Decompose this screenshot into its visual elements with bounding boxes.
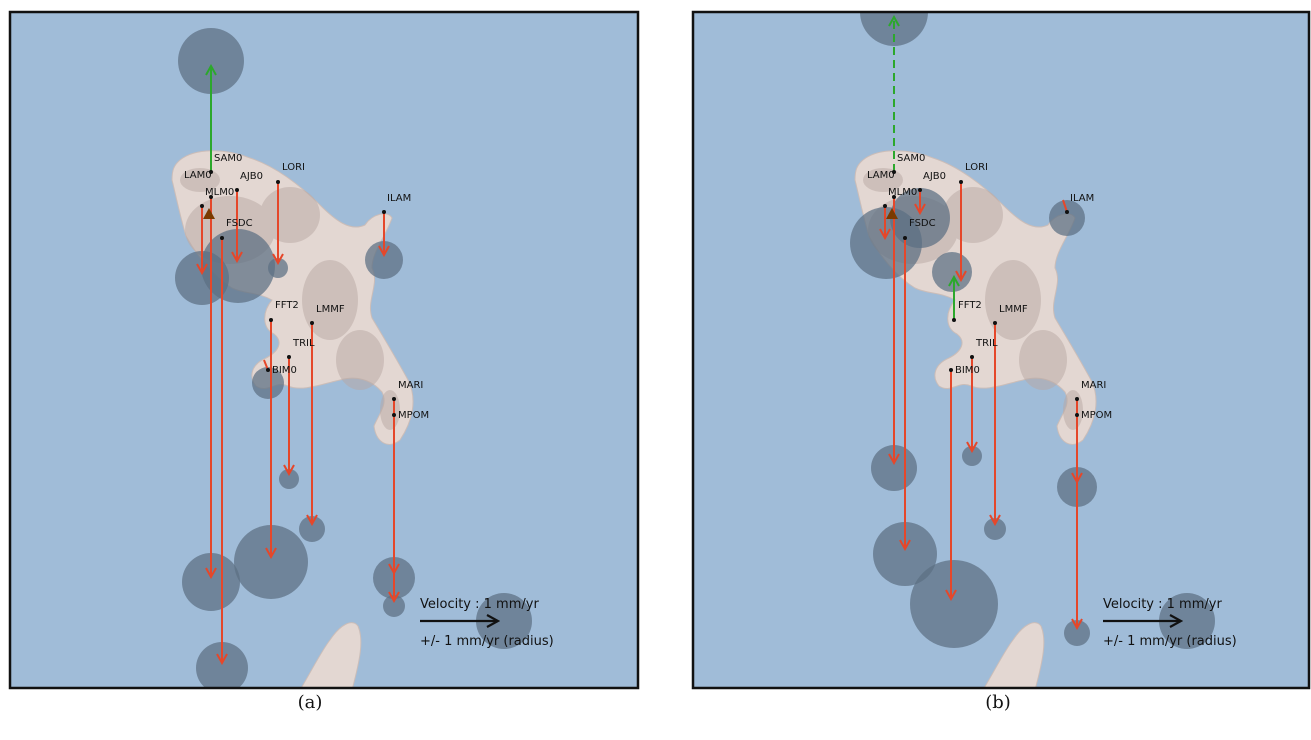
station-point — [1075, 413, 1079, 417]
legend-velocity-label: Velocity : 1 mm/yr — [1103, 597, 1222, 612]
legend-radius-label: +/- 1 mm/yr (radius) — [1103, 634, 1237, 649]
caption-a: (a) — [297, 692, 323, 713]
station-label-mari: MARI — [1081, 380, 1106, 391]
station-point — [276, 180, 280, 184]
station-label-sam0: SAM0 — [214, 153, 242, 164]
station-label-ilam: ILAM — [1070, 193, 1094, 204]
station-label-lam0: LAM0 — [184, 170, 212, 181]
velocity-map-a: SAM0 LAM0 MLM0 AJB0 LORI ILAM FSDC FFT2 … — [8, 10, 640, 690]
error-circle-fsdc — [196, 642, 248, 688]
volcano-icon — [203, 208, 215, 219]
station-label-fft2: FFT2 — [275, 300, 299, 311]
station-label-lam0: LAM0 — [867, 170, 895, 181]
station-label-mari: MARI — [398, 380, 423, 391]
legend-velocity-label: Velocity : 1 mm/yr — [420, 597, 539, 612]
station-point — [287, 355, 291, 359]
station-label-bim0: BIM0 — [272, 365, 297, 376]
southern-island — [300, 622, 362, 688]
map-frame — [691, 10, 1311, 690]
station-point — [993, 321, 997, 325]
legend-error-circle — [1159, 593, 1215, 649]
station-label-fft2: FFT2 — [958, 300, 982, 311]
station-point — [903, 236, 907, 240]
velocity-map-b: SAM0 LAM0 MLM0 AJB0 LORI ILAM FSDC FFT2 … — [691, 10, 1311, 690]
station-label-ajb0: AJB0 — [240, 171, 263, 182]
error-circle-lmmf — [299, 516, 325, 542]
station-label-ilam: ILAM — [387, 193, 411, 204]
station-point — [209, 195, 213, 199]
panel-b: SAM0 LAM0 MLM0 AJB0 LORI ILAM FSDC FFT2 … — [683, 0, 1311, 740]
station-points — [883, 170, 1079, 417]
error-circle-sam0 — [178, 28, 244, 94]
station-label-mlm0: MLM0 — [205, 187, 234, 198]
legend-error-circle — [476, 593, 532, 649]
station-label-sam0: SAM0 — [897, 153, 925, 164]
map-frame — [8, 10, 640, 690]
error-circle-fft2 — [932, 252, 972, 292]
station-point — [266, 368, 270, 372]
error-circle-ilam — [1049, 200, 1085, 236]
station-label-tril: TRIL — [292, 338, 315, 349]
station-point — [970, 355, 974, 359]
southern-island — [983, 622, 1045, 688]
station-label-lmmf: LMMF — [999, 304, 1028, 315]
station-point — [892, 170, 896, 174]
station-label-fsdc: FSDC — [226, 218, 253, 229]
station-label-mpom: MPOM — [1081, 410, 1112, 421]
station-point — [959, 180, 963, 184]
station-point — [883, 204, 887, 208]
arrow-ilam — [1062, 199, 1068, 213]
error-circle-mlm0 — [182, 553, 240, 611]
panel-a: SAM0 LAM0 MLM0 AJB0 LORI ILAM FSDC FFT2 … — [0, 0, 650, 740]
error-circle-fft2 — [234, 525, 308, 599]
error-circle-ajb0 — [201, 229, 275, 303]
caption-b: (b) — [985, 692, 1011, 713]
velocity-arrows — [885, 17, 1077, 628]
error-circle-bim0 — [252, 367, 284, 399]
station-label-lori: LORI — [965, 162, 988, 173]
station-point — [952, 318, 956, 322]
station-label-ajb0: AJB0 — [923, 171, 946, 182]
station-point — [392, 413, 396, 417]
station-point — [1075, 397, 1079, 401]
error-circle-mpom — [1064, 620, 1090, 646]
station-point — [200, 204, 204, 208]
station-point — [949, 368, 953, 372]
station-point — [1065, 210, 1069, 214]
error-circle-ilam — [365, 241, 403, 279]
station-label-tril: TRIL — [975, 338, 998, 349]
station-label-lori: LORI — [282, 162, 305, 173]
velocity-arrows — [202, 66, 394, 663]
station-point — [382, 210, 386, 214]
station-point — [269, 318, 273, 322]
station-point — [392, 397, 396, 401]
error-circle-lori — [910, 560, 998, 648]
station-label-mpom: MPOM — [398, 410, 429, 421]
station-label-lmmf: LMMF — [316, 304, 345, 315]
station-label-fsdc: FSDC — [909, 218, 936, 229]
station-point — [235, 188, 239, 192]
station-point — [310, 321, 314, 325]
legend-radius-label: +/- 1 mm/yr (radius) — [420, 634, 554, 649]
error-circle-ajb0 — [890, 188, 950, 248]
station-point — [918, 188, 922, 192]
station-point — [209, 170, 213, 174]
station-points — [200, 170, 396, 417]
volcano-icon — [886, 208, 898, 219]
error-circle-fsdc — [873, 522, 937, 586]
station-point — [220, 236, 224, 240]
station-label-bim0: BIM0 — [955, 365, 980, 376]
station-label-mlm0: MLM0 — [888, 187, 917, 198]
station-point — [892, 195, 896, 199]
